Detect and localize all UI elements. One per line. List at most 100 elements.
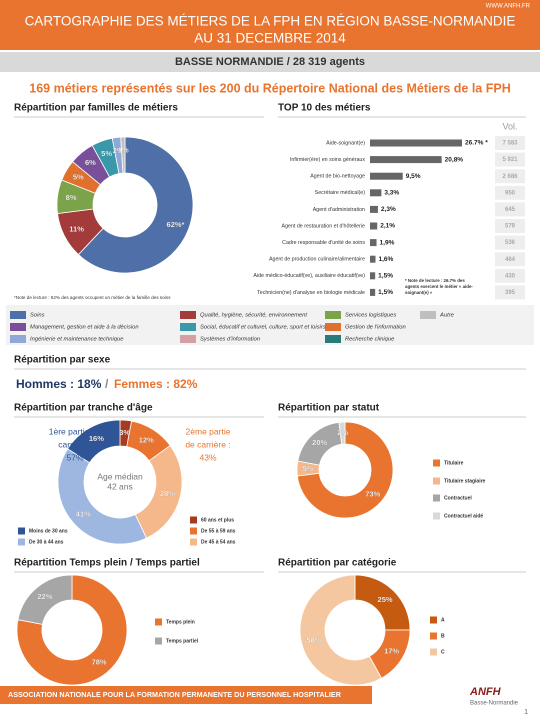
slice-label: 5% xyxy=(73,172,84,181)
volume-value: 579 xyxy=(505,224,516,230)
slice-label: 62%* xyxy=(167,220,185,229)
slice-label: 2% xyxy=(113,146,124,155)
legend-swatch xyxy=(190,538,197,546)
donut-slice xyxy=(120,136,126,174)
bar-value-label: 20,8% xyxy=(445,156,464,163)
legend-swatch xyxy=(325,335,341,343)
volume-header: Vol. xyxy=(502,121,517,131)
legend-swatch xyxy=(433,512,440,520)
legend-swatch xyxy=(180,323,196,331)
volume-value: 395 xyxy=(505,290,516,296)
section-title: TOP 10 des métiers xyxy=(278,103,371,114)
volume-value: 536 xyxy=(505,240,516,246)
legend-label: A xyxy=(441,617,445,623)
bar-value-label: 9,5% xyxy=(406,173,421,180)
sexe-hommes: Hommes : 18% xyxy=(16,377,102,391)
chart-note: agents exercent le métier « aide- xyxy=(405,284,473,289)
volume-value: 7 583 xyxy=(502,141,518,147)
annotation: carrière : xyxy=(58,439,92,449)
slice-label: 25% xyxy=(378,595,393,604)
legend-swatch xyxy=(325,323,341,331)
bar xyxy=(370,255,376,263)
donut-slice xyxy=(338,421,346,445)
volume-value: 950 xyxy=(505,190,516,196)
header-band xyxy=(0,0,540,50)
slice-label: 6% xyxy=(85,158,96,167)
slice-label: 78% xyxy=(92,658,107,667)
legend-label: Qualité, hygiène, sécurité, environnemen… xyxy=(200,313,307,319)
slice-label: 17% xyxy=(384,647,399,656)
annotation: 2ème partie xyxy=(186,426,231,436)
annotation: de carrière : xyxy=(185,439,230,449)
bar-category: Aide médico-éducatif(ve), auxiliaire édu… xyxy=(253,273,365,279)
volume-cell xyxy=(495,252,525,267)
donut-slice xyxy=(67,419,121,464)
bar-value-label: 26.7% * xyxy=(465,140,488,147)
footer-logo: ANFH xyxy=(469,686,502,698)
bar xyxy=(370,222,378,230)
slice-label: 73% xyxy=(365,489,380,498)
legend-label: Systèmes d'information xyxy=(200,337,260,343)
legend-label: Social, éducatif et culturel, culture, s… xyxy=(200,325,326,331)
header-title: CARTOGRAPHIE DES MÉTIERS DE LA FPH EN RÉ… xyxy=(25,14,516,29)
slice-label: 5% xyxy=(101,149,112,158)
bar-category: Agent d'administration xyxy=(313,207,365,213)
legend-label: Moins de 30 ans xyxy=(29,528,68,534)
bar-value-label: 1,5% xyxy=(378,289,393,296)
legend-swatch xyxy=(155,637,162,645)
chart-note: * Note de lecture : 26.7% des xyxy=(405,278,465,283)
footer-band xyxy=(0,686,372,704)
bar-category: Infirmier(ère) en soins généraux xyxy=(290,157,365,163)
bar xyxy=(370,272,376,280)
bar-category: Secrétaire médical(e) xyxy=(315,190,366,196)
bar-category: Agent de production culinaire/alimentair… xyxy=(269,257,365,263)
footer-logo-sub: Basse-Normandie xyxy=(470,701,519,707)
legend-label: C xyxy=(441,649,445,655)
bar-category: Technicien(ne) d'analyse en biologie méd… xyxy=(257,290,365,296)
legend-swatch xyxy=(325,311,341,319)
bar-category: Cadre responsable d'unité de soins xyxy=(282,240,365,246)
legend-label: B xyxy=(441,633,445,639)
headline: 169 métiers représentés sur les 200 du R… xyxy=(29,81,510,95)
slice-label: 58% xyxy=(306,636,321,645)
slice-label: 28% xyxy=(160,489,175,498)
slice-label: 41% xyxy=(76,509,91,518)
annotation: 57% xyxy=(66,452,83,462)
legend-swatch xyxy=(430,648,437,656)
annotation: 1ère partie de xyxy=(49,426,102,436)
bar-value-label: 1,6% xyxy=(379,256,394,263)
subtitle-band xyxy=(0,52,540,72)
volume-cell xyxy=(495,235,525,250)
bar-category: Aide-soignant(e) xyxy=(326,140,365,146)
slice-label: 8% xyxy=(66,193,77,202)
bar xyxy=(370,156,442,164)
section-title: Répartition par sexe xyxy=(14,355,111,366)
volume-cell xyxy=(495,169,525,184)
page-number: 1 xyxy=(524,709,528,716)
donut-slice xyxy=(134,444,183,539)
legend-swatch xyxy=(433,477,440,485)
legend-label: Titulaire xyxy=(444,460,464,466)
legend-swatch xyxy=(433,494,440,502)
legend-label: Gestion de l'information xyxy=(345,325,406,331)
donut-slice xyxy=(16,574,128,686)
slice-label: 20% xyxy=(312,438,327,447)
volume-value: 430 xyxy=(505,273,516,279)
legend-label: Management, gestion et aide à la décisio… xyxy=(30,325,139,331)
slice-label: 11% xyxy=(69,225,84,234)
volume-cell xyxy=(495,152,525,167)
slice-label: 22% xyxy=(37,592,52,601)
annotation: 43% xyxy=(199,452,216,462)
legend-label: Titulaire stagiaire xyxy=(444,478,486,484)
volume-value: 2 686 xyxy=(502,174,518,180)
center-label: 42 ans xyxy=(107,481,133,491)
legend-label: Temps partiel xyxy=(166,638,199,644)
volume-cell xyxy=(495,219,525,233)
legend-label: De 45 à 54 ans xyxy=(201,539,236,545)
legend-label: Soins xyxy=(30,313,45,319)
legend-swatch xyxy=(180,311,196,319)
bar xyxy=(370,139,462,147)
legend-label: De 55 à 59 ans xyxy=(201,528,236,534)
